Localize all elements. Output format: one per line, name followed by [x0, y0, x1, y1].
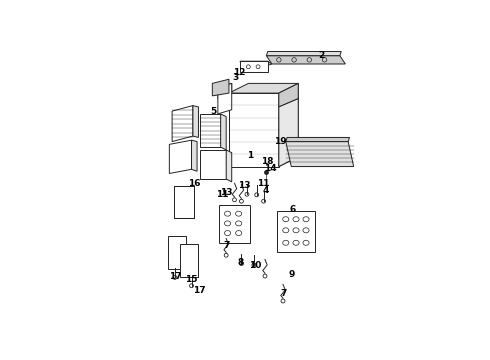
- Polygon shape: [286, 138, 349, 141]
- Polygon shape: [173, 186, 195, 218]
- Polygon shape: [240, 61, 268, 72]
- Text: 10: 10: [248, 261, 261, 270]
- Polygon shape: [229, 84, 298, 93]
- Polygon shape: [170, 140, 192, 174]
- Text: 5: 5: [211, 107, 217, 116]
- Polygon shape: [229, 93, 279, 167]
- Polygon shape: [226, 150, 232, 182]
- Polygon shape: [200, 150, 226, 179]
- Polygon shape: [200, 114, 220, 147]
- Text: 8: 8: [238, 258, 244, 267]
- Polygon shape: [172, 105, 193, 141]
- Text: 11: 11: [257, 179, 270, 188]
- Text: 17: 17: [194, 286, 206, 295]
- Text: 3: 3: [233, 73, 239, 82]
- Polygon shape: [267, 56, 345, 64]
- Text: 1: 1: [246, 151, 253, 160]
- Polygon shape: [168, 236, 186, 269]
- Text: 17: 17: [170, 272, 182, 281]
- Polygon shape: [218, 84, 232, 114]
- Polygon shape: [220, 114, 226, 150]
- Text: 19: 19: [274, 137, 287, 146]
- Polygon shape: [240, 61, 272, 72]
- Polygon shape: [279, 99, 298, 167]
- Text: 7: 7: [280, 289, 287, 298]
- Text: 13: 13: [238, 181, 250, 190]
- Text: 9: 9: [288, 270, 294, 279]
- Text: 18: 18: [261, 157, 273, 166]
- Text: 6: 6: [289, 205, 295, 214]
- Polygon shape: [277, 211, 315, 252]
- Polygon shape: [286, 141, 354, 167]
- Text: 14: 14: [264, 164, 276, 173]
- Text: 11: 11: [216, 190, 228, 199]
- Polygon shape: [212, 79, 229, 96]
- Text: 2: 2: [318, 51, 325, 60]
- Text: 15: 15: [185, 275, 198, 284]
- Text: 12: 12: [233, 68, 245, 77]
- Text: 16: 16: [188, 179, 200, 188]
- Polygon shape: [267, 51, 341, 56]
- Polygon shape: [218, 84, 232, 99]
- Text: 7: 7: [224, 241, 230, 250]
- Text: 4: 4: [263, 186, 269, 195]
- Polygon shape: [279, 84, 298, 107]
- Polygon shape: [279, 84, 298, 167]
- Polygon shape: [180, 244, 198, 278]
- Text: 13: 13: [220, 188, 232, 197]
- Polygon shape: [192, 140, 197, 171]
- Polygon shape: [193, 105, 198, 138]
- Polygon shape: [219, 205, 250, 243]
